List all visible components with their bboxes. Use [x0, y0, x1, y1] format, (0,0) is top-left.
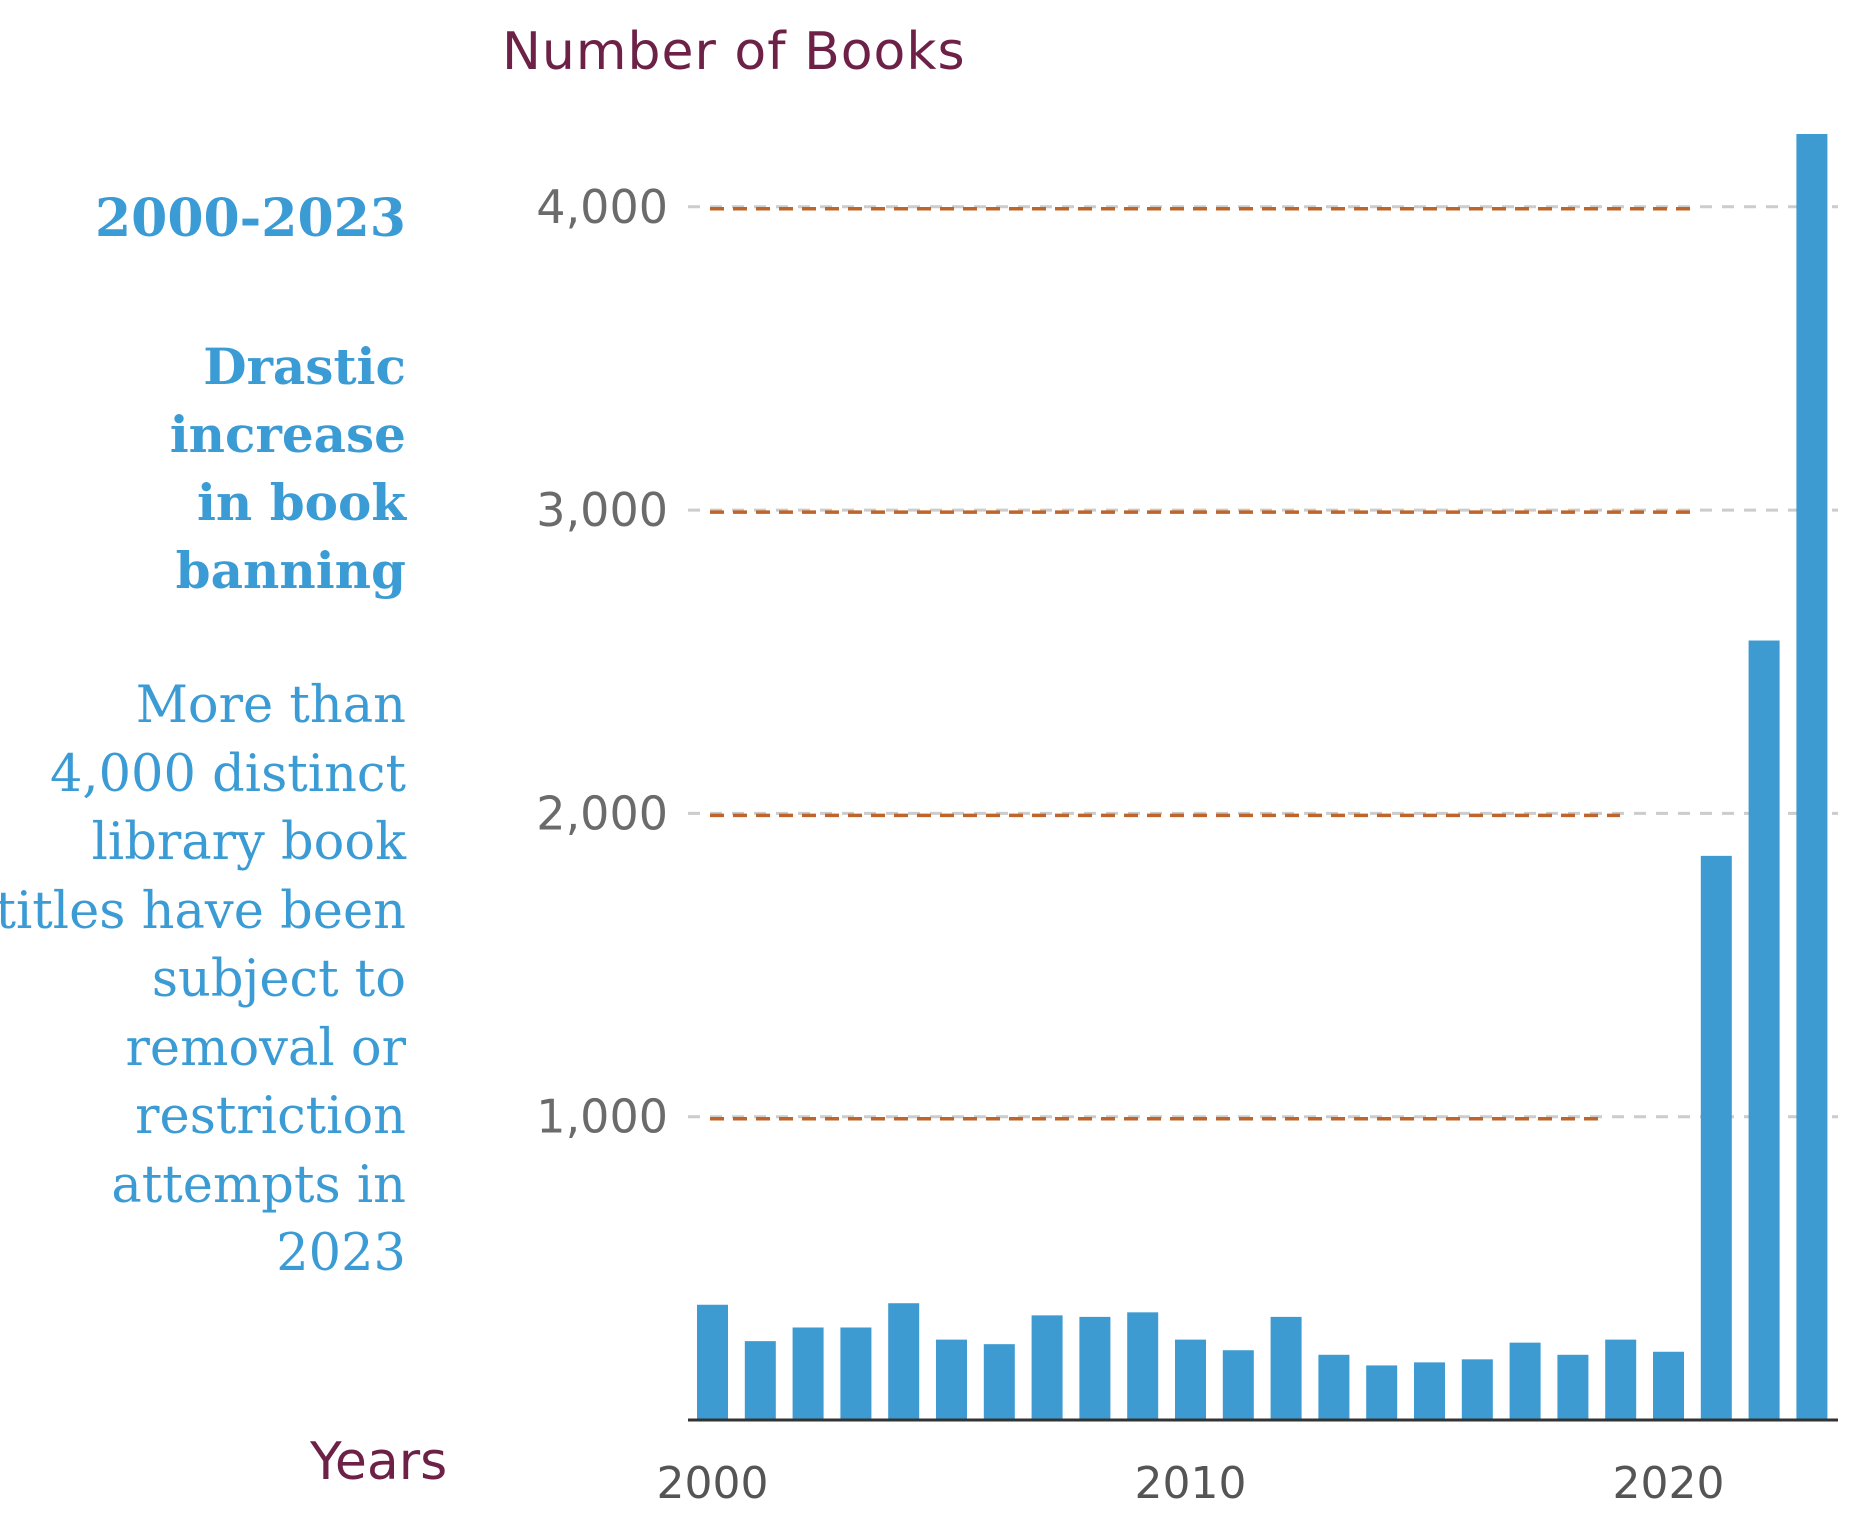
- y-axis-title: Number of Books: [502, 22, 966, 82]
- bar: [936, 1339, 967, 1420]
- bar: [1127, 1312, 1159, 1420]
- bar: [1414, 1362, 1445, 1420]
- y-tick-label: 1,000: [536, 1090, 668, 1144]
- bar: [744, 1341, 776, 1420]
- y-tick-label: 2,000: [536, 786, 668, 840]
- x-tick-label: 2010: [1135, 1458, 1247, 1509]
- bar: [1748, 640, 1780, 1420]
- bar: [983, 1344, 1015, 1420]
- description: More than 4,000 distinct library book ti…: [0, 676, 406, 1283]
- x-tick-label: 2000: [657, 1458, 769, 1509]
- bar: [1700, 855, 1732, 1420]
- x-axis-title: Years: [310, 1432, 448, 1492]
- bar: [697, 1304, 728, 1420]
- bar: [1079, 1316, 1111, 1420]
- bar: [1318, 1354, 1350, 1420]
- bar: [1605, 1339, 1637, 1420]
- bar: [1270, 1316, 1302, 1420]
- bar: [888, 1303, 920, 1420]
- bar: [1653, 1351, 1684, 1420]
- bar: [840, 1327, 872, 1420]
- bar: [1509, 1342, 1541, 1420]
- bar: [1031, 1315, 1063, 1420]
- bar: [1461, 1359, 1493, 1420]
- x-tick-label: 2020: [1613, 1458, 1725, 1509]
- bar: [1796, 134, 1828, 1420]
- bar: [1557, 1354, 1589, 1420]
- bar: [792, 1327, 824, 1420]
- bar: [1175, 1339, 1206, 1420]
- y-tick-label: 3,000: [536, 483, 668, 537]
- period-label: 2000-2023: [94, 188, 406, 249]
- bar: [1366, 1365, 1398, 1420]
- bar: [1222, 1350, 1254, 1420]
- headline: Drastic increase in book banning: [169, 337, 406, 600]
- y-tick-label: 4,000: [536, 180, 668, 234]
